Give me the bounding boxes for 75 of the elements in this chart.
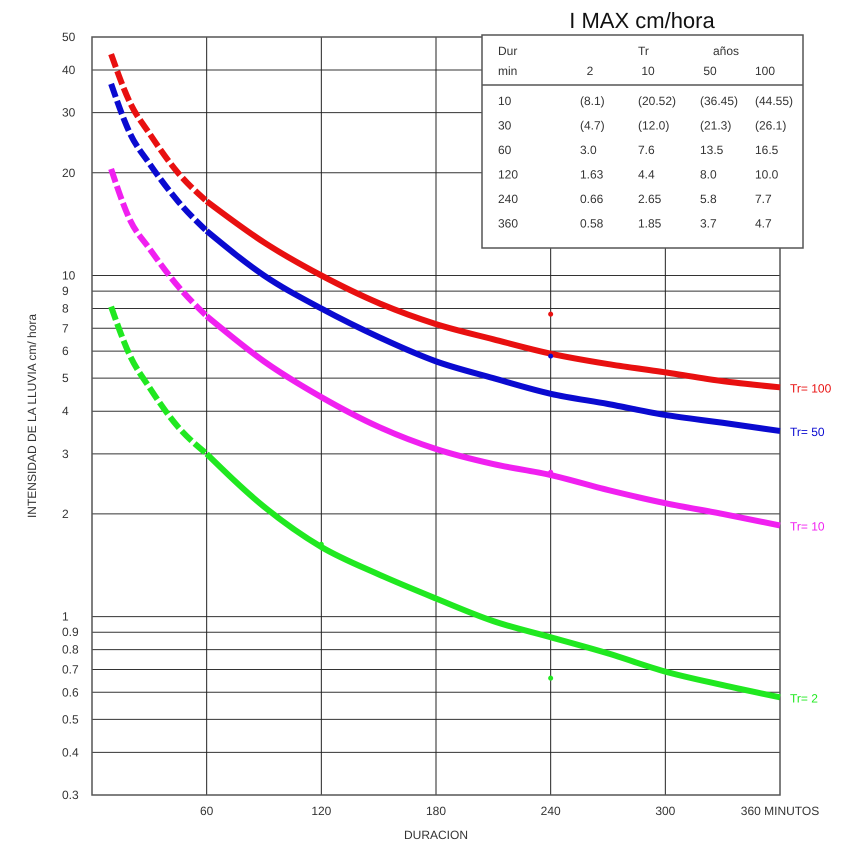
- y-tick-label: 0.4: [62, 745, 80, 760]
- annotation: 7.7: [755, 192, 772, 206]
- annotation: 10: [641, 64, 655, 78]
- annotation: 4.4: [638, 168, 656, 182]
- annotation: Tr: [638, 44, 649, 58]
- annotation: 2.65: [638, 192, 662, 206]
- annotation: (12.0): [638, 118, 670, 132]
- annotation: 13.5: [700, 143, 724, 157]
- annotation: 8.0: [700, 168, 718, 182]
- y-tick-label: 5: [62, 371, 69, 386]
- y-tick-label: 2: [62, 506, 69, 521]
- x-tick-label: 300: [655, 804, 676, 818]
- y-tick-label: 0.9: [62, 625, 80, 640]
- x-tick-label: 360 MINUTOS: [740, 804, 820, 818]
- annotation: 3.0: [580, 143, 598, 157]
- y-tick-label: 20: [62, 166, 76, 180]
- annotation: 5.8: [700, 192, 718, 206]
- annotation: 0.58: [580, 216, 604, 230]
- series-label: Tr= 2: [790, 691, 818, 706]
- series-label: Tr= 10: [790, 519, 825, 534]
- y-tick-label: 50: [62, 30, 76, 44]
- series-label: Tr= 50: [790, 425, 825, 440]
- y-tick-label: 40: [62, 63, 76, 78]
- x-axis-title: DURACION: [404, 828, 468, 841]
- annotation: Dur: [498, 44, 518, 58]
- annotation: 360: [498, 216, 518, 230]
- y-tick-label: 9: [62, 284, 69, 298]
- annotation: años: [712, 44, 740, 58]
- annotation: 10: [498, 94, 512, 108]
- x-tick-label: 240: [540, 804, 561, 818]
- annotation: 240: [498, 192, 518, 206]
- point: [548, 354, 554, 359]
- annotation: 3.7: [700, 216, 718, 230]
- annotation: 50: [703, 64, 717, 78]
- point: [548, 312, 554, 317]
- annotation: (26.1): [755, 118, 786, 132]
- annotation: 60: [498, 143, 512, 157]
- y-tick-label: 0.6: [62, 685, 80, 700]
- annotation: 1.85: [638, 216, 662, 230]
- y-tick-label: 0.7: [62, 662, 80, 676]
- x-tick-label: 60: [200, 804, 214, 818]
- y-axis-title: INTENSIDAD DE LA LLUVIA cm/ hora: [25, 314, 39, 518]
- annotation: (44.55): [755, 94, 794, 108]
- series-label: Tr= 100: [790, 381, 832, 396]
- annotation: min: [498, 64, 518, 78]
- y-tick-label: 4: [62, 404, 69, 418]
- y-tick-label: 8: [62, 302, 69, 316]
- annotation: (8.1): [580, 94, 605, 108]
- x-tick-label: 180: [426, 804, 446, 818]
- chart-title: I MAX cm/hora: [569, 8, 716, 33]
- y-tick-label: 1: [62, 610, 69, 624]
- annotation: (36.45): [700, 94, 738, 108]
- y-tick-label: 6: [62, 344, 69, 358]
- annotation: 0.66: [580, 192, 604, 206]
- annotation: (20.52): [638, 94, 676, 108]
- y-tick-label: 0.5: [62, 712, 80, 726]
- annotation: (21.3): [700, 118, 732, 132]
- y-tick-label: 0.3: [62, 788, 80, 802]
- y-tick-label: 10: [62, 268, 76, 282]
- y-tick-label: 3: [62, 446, 69, 461]
- annotation: 16.5: [755, 143, 779, 157]
- annotation: 2: [586, 64, 594, 78]
- annotation: (4.7): [580, 118, 605, 132]
- annotation: 10.0: [755, 168, 779, 182]
- annotation: 7.6: [638, 143, 656, 157]
- y-tick-label: 7: [62, 321, 69, 336]
- annotation: 100: [754, 64, 776, 78]
- annotation: 30: [498, 118, 512, 132]
- y-tick-label: 30: [62, 106, 76, 120]
- annotation: 4.7: [755, 216, 772, 230]
- annotation: 120: [498, 168, 518, 182]
- x-tick-label: 120: [311, 804, 332, 818]
- point: [548, 676, 554, 681]
- y-tick-label: 0.8: [62, 642, 80, 657]
- annotation: 1.63: [580, 168, 604, 182]
